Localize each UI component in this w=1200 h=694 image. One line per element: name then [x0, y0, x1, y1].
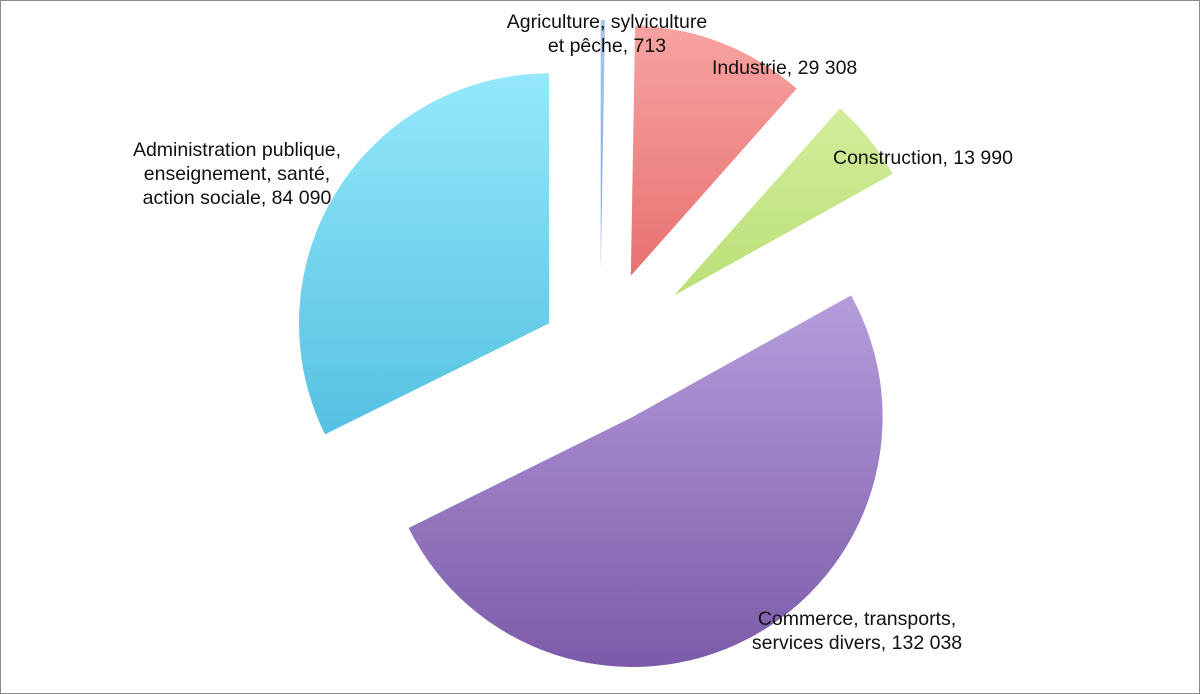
pie-slice-2 — [630, 25, 797, 276]
slice-label-line: Construction, 13 990 — [833, 147, 1013, 169]
slice-label-line: Administration publique, — [133, 139, 341, 161]
slice-label-line: services divers, 132 038 — [752, 632, 962, 654]
slice-labels: Agriculture, sylviculture et pêche, 713In… — [133, 11, 1013, 654]
pie-slice-4 — [408, 295, 883, 668]
pie-slice-5 — [299, 73, 550, 435]
slice-label-5: Administration publique, enseignement, sa… — [133, 139, 341, 209]
slice-label-line: Commerce, transports, — [758, 608, 956, 630]
slice-label-4: Commerce, transports, services divers, 13… — [752, 608, 962, 654]
slice-label-2: Industrie, 29 308 — [712, 57, 857, 79]
slice-label-1: Agriculture, sylviculture et pêche, 713 — [507, 11, 707, 57]
slice-label-line: et pêche, 713 — [548, 35, 666, 57]
slice-label-line: action sociale, 84 090 — [143, 187, 332, 209]
pie-slice-3 — [674, 108, 893, 296]
slice-label-line: Industrie, 29 308 — [712, 57, 857, 79]
pie-slice-1 — [600, 20, 606, 270]
slice-label-line: enseignement, santé, — [144, 163, 330, 185]
pie-slices — [299, 20, 893, 668]
slice-label-3: Construction, 13 990 — [833, 147, 1013, 169]
slice-label-line: Agriculture, sylviculture — [507, 11, 707, 33]
